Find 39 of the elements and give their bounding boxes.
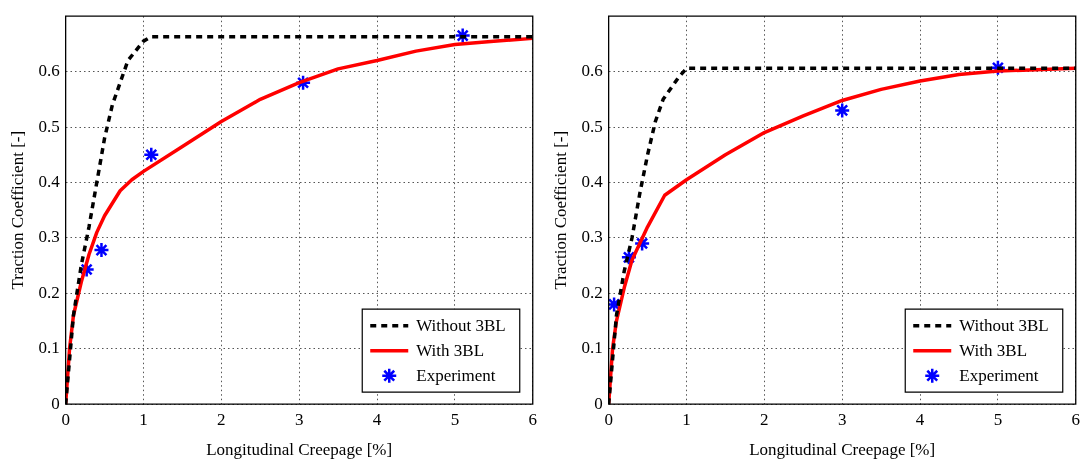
- y-tick-label: 0.5: [581, 116, 603, 136]
- x-tick-label: 4: [915, 409, 925, 429]
- x-tick-label: 5: [450, 409, 460, 429]
- legend-label: Experiment: [416, 366, 496, 386]
- y-tick-label: 0: [51, 393, 60, 413]
- x-axis-title: Longitudinal Creepage [%]: [749, 440, 936, 460]
- y-tick-label: 0.1: [38, 338, 60, 358]
- y-tick-label: 0.6: [38, 61, 60, 81]
- point: [833, 102, 851, 119]
- legend-label: Without 3BL: [416, 316, 506, 336]
- y-tick-label: 0.3: [581, 227, 603, 247]
- legend-label: Experiment: [959, 366, 1039, 386]
- y-axis-title: Traction Coefficient [-]: [7, 130, 27, 290]
- x-tick-label: 3: [837, 409, 847, 429]
- y-tick-label: 0.6: [581, 61, 603, 81]
- y-tick-label: 0: [594, 393, 603, 413]
- y-tick-label: 0.4: [38, 171, 61, 191]
- x-tick-label: 6: [1071, 409, 1080, 429]
- point: [93, 241, 110, 259]
- y-tick-label: 0.4: [581, 171, 604, 191]
- y-tick-label: 0.2: [38, 282, 60, 302]
- y-tick-label: 0.5: [38, 116, 60, 136]
- x-tick-label: 2: [217, 409, 226, 429]
- y-tick-label: 0.2: [581, 282, 603, 302]
- legend-label: Without 3BL: [959, 316, 1049, 336]
- y-axis-title: Traction Coefficient [-]: [550, 130, 570, 290]
- x-tick-label: 1: [682, 409, 691, 429]
- y-tick-label: 0.3: [38, 227, 60, 247]
- x-axis-title: Longitudinal Creepage [%]: [206, 440, 393, 460]
- legend-label: With 3BL: [416, 341, 485, 361]
- y-tick-label: 0.1: [581, 338, 603, 358]
- x-tick-label: 6: [528, 409, 537, 429]
- x-tick-label: 4: [372, 409, 382, 429]
- x-tick-label: 3: [294, 409, 304, 429]
- x-tick-label: 1: [139, 409, 148, 429]
- x-tick-label: 5: [993, 409, 1003, 429]
- legend-label: With 3BL: [959, 341, 1028, 361]
- x-tick-label: 2: [760, 409, 769, 429]
- point: [143, 146, 160, 164]
